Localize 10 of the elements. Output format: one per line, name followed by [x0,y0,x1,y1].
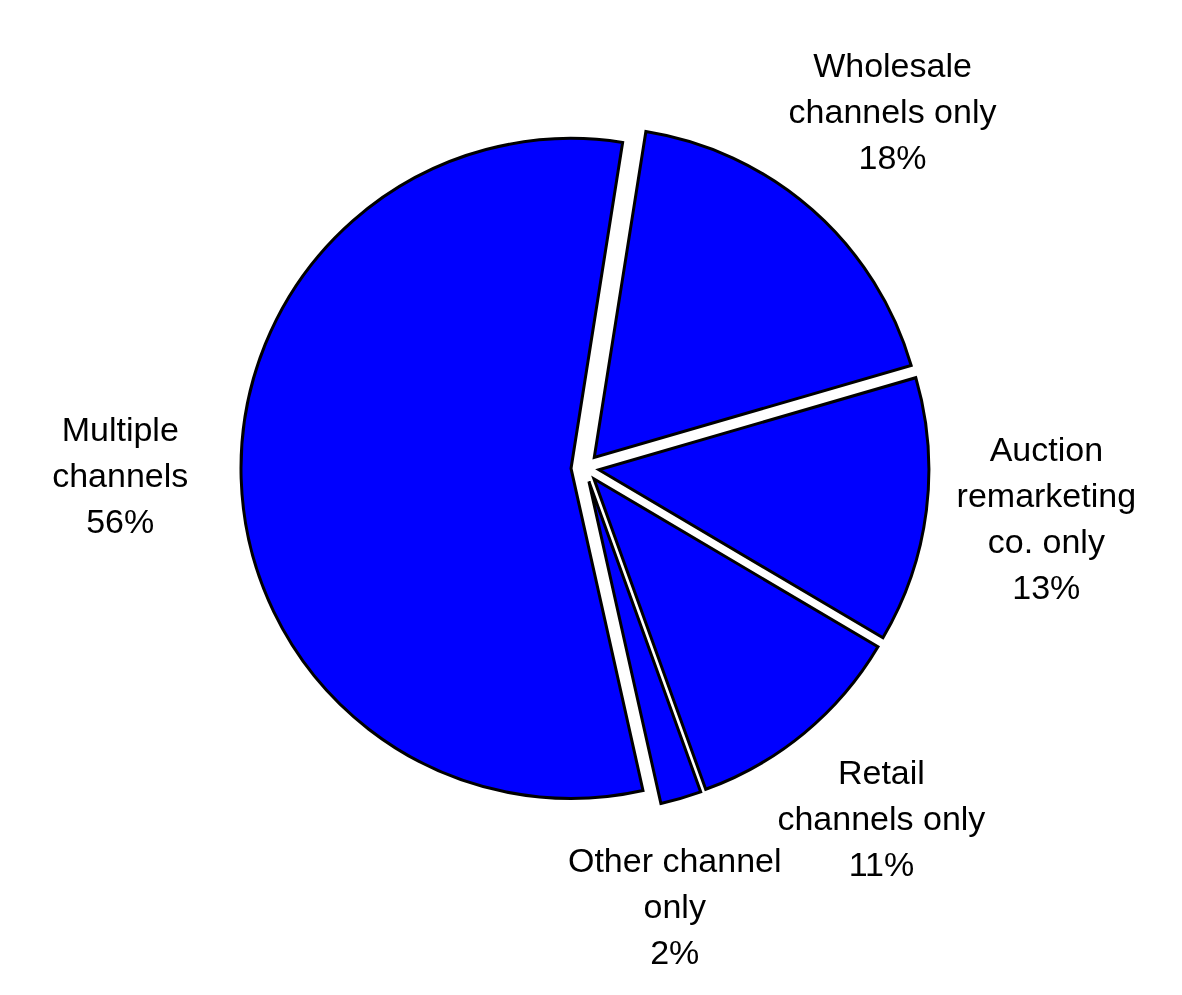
data-label: 13% [1012,568,1081,607]
slice-label: Retail channels only [777,753,986,838]
slice-label: Other channel only [567,841,782,925]
data-label: 18% [858,138,927,177]
data-label: 2% [650,933,700,971]
slice-label: Wholesale channels only [788,46,997,131]
slice-label: Auction remarketing co. only [956,430,1137,561]
slice-label: Multiple channels [52,409,189,494]
data-label: 56% [86,501,155,540]
data-label: 11% [848,845,915,884]
